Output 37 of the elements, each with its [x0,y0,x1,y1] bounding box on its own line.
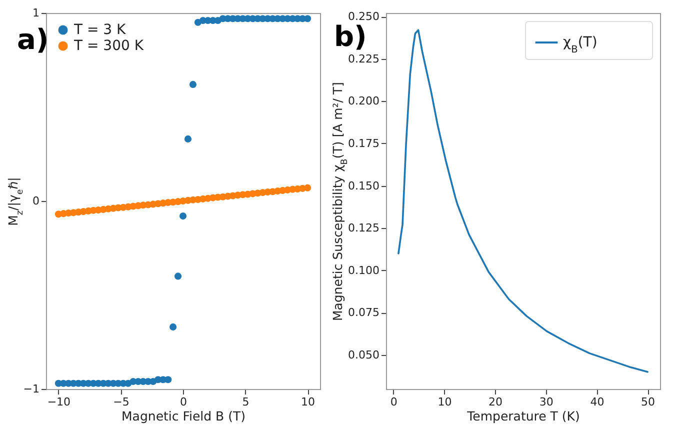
point [164,376,172,384]
x-tick-label: 0 [390,396,398,408]
x-tick-label: 10 [301,396,316,408]
x-tick-label: −10 [47,396,71,408]
point [170,323,177,330]
x-tick-label: 10 [438,396,452,408]
point [179,212,187,220]
legend-label: T = 300 K [73,38,144,54]
point [184,135,192,142]
x-tick-label: 50 [641,396,656,408]
y-tick-label: 0.150 [348,179,380,192]
y-tick-label: 0 [32,194,40,208]
x-tick-label: 5 [242,396,250,408]
y-tick-label: −1 [23,382,40,396]
x-axis-title: Temperature T (K) [466,408,580,424]
legend-label: χ$_{B}$(T) [563,34,598,55]
y-tick-label: 1 [32,6,40,20]
y-tick-label: 0.200 [348,94,380,108]
y-tick-label: 0.125 [348,222,380,235]
x-tick-label: 40 [590,396,604,408]
x-tick-label: 20 [488,396,503,408]
point [189,80,196,88]
line-series [398,29,648,373]
y-tick-label: 0.100 [348,264,380,277]
y-tick-label: 0.225 [348,52,380,66]
x-tick-label: −5 [113,396,130,408]
legend-label: T = 3 K [73,22,127,38]
x-tick-label: 30 [539,396,554,408]
x-tick-label: 0 [180,396,187,408]
point [174,272,182,280]
x-axis-title: Magnetic Field B (T) [122,408,246,424]
point [304,15,312,22]
y-tick-label: 0.050 [348,348,380,362]
point [304,184,312,192]
y-tick-label: 0.175 [348,136,380,150]
y-tick-label: 0.075 [348,306,380,320]
chart-title: a) [17,23,49,56]
